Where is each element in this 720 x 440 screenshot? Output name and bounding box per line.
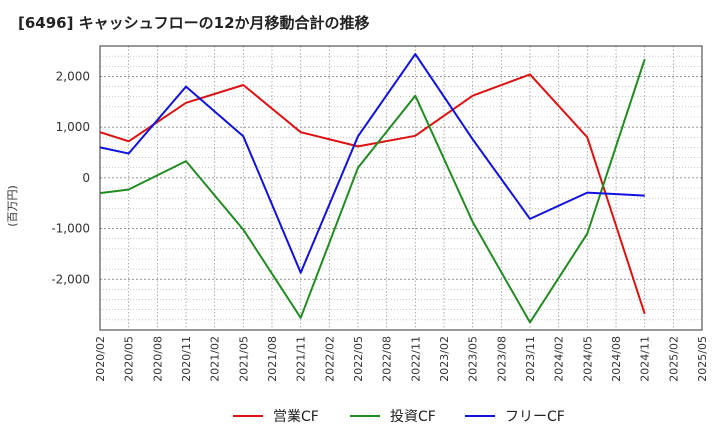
series-line-投資CF — [99, 58, 646, 324]
x-tick-label: 2021/02 — [209, 336, 222, 382]
x-tick-label: 2020/02 — [94, 336, 107, 382]
x-tick-label: 2022/05 — [352, 336, 365, 382]
x-tick-label: 2022/11 — [409, 336, 422, 382]
x-tick-label: 2024/08 — [610, 336, 623, 382]
x-tick-label: 2025/02 — [667, 336, 680, 382]
x-tick-label: 2023/05 — [467, 336, 480, 382]
y-axis: -2,000 -1,000 0 1,000 2,000 — [51, 69, 90, 286]
y-tick-label: -2,000 — [51, 272, 90, 286]
x-tick-label: 2021/08 — [266, 336, 279, 382]
x-tick-label: 2020/11 — [180, 336, 193, 382]
plot-frame — [99, 45, 703, 331]
y-tick-label: 2,000 — [56, 69, 90, 83]
x-tick-label: 2022/02 — [323, 336, 336, 382]
x-tick-label: 2020/08 — [151, 336, 164, 382]
x-axis: 2020/02 2020/05 2020/08 2020/11 2021/02 2021/… — [94, 336, 709, 382]
x-tick-label: 2022/08 — [381, 336, 394, 382]
legend: 営業CF 投資CF フリーCF — [233, 409, 565, 425]
series — [99, 53, 646, 324]
series-line-営業CF — [99, 73, 646, 315]
y-tick-label: -1,000 — [51, 222, 90, 236]
legend-label: フリーCF — [505, 409, 565, 425]
y-axis-label: (百万円) — [6, 185, 19, 227]
x-tick-label: 2021/05 — [237, 336, 250, 382]
legend-label: 営業CF — [273, 409, 319, 425]
x-tick-label: 2024/11 — [639, 336, 652, 382]
gridlines — [99, 46, 703, 330]
x-tick-label: 2020/05 — [123, 336, 136, 382]
x-tick-label: 2025/05 — [696, 336, 709, 382]
chart-title: [6496] キャッシュフローの12か月移動合計の推移 — [18, 14, 370, 32]
y-tick-label: 0 — [82, 171, 90, 185]
x-tick-label: 2023/11 — [524, 336, 537, 382]
series-line-フリーCF — [99, 53, 645, 274]
x-tick-label: 2024/02 — [553, 336, 566, 382]
x-tick-label: 2023/08 — [495, 336, 508, 382]
y-tick-label: 1,000 — [56, 120, 90, 134]
x-tick-label: 2021/11 — [295, 336, 308, 382]
x-tick-label: 2024/05 — [581, 336, 594, 382]
legend-label: 投資CF — [390, 409, 436, 425]
x-tick-label: 2023/02 — [438, 336, 451, 382]
